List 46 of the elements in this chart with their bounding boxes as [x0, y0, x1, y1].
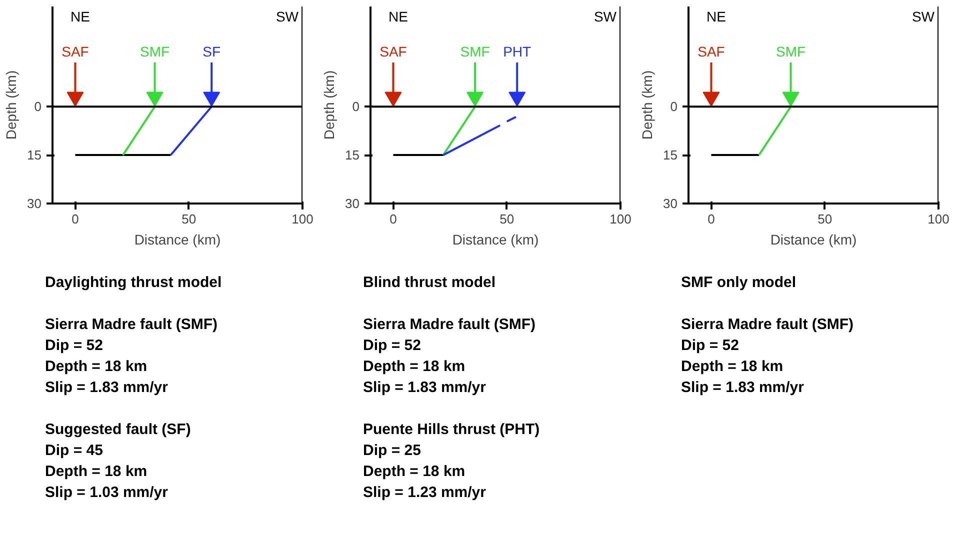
text: SMF only model [681, 273, 798, 293]
text: Daylighting thrust model [45, 273, 222, 293]
annotation: SW [594, 8, 618, 24]
x-tick-label: 100 [610, 212, 632, 226]
y-tick-label: 30 [345, 196, 360, 211]
text: SAF [380, 43, 407, 60]
y-tick-label: 15 [27, 148, 42, 163]
annotation: NE [706, 8, 726, 24]
text: SMF [776, 43, 806, 60]
x-axis-title: Distance (km) [770, 232, 857, 248]
x-tick-label: 50 [818, 212, 832, 226]
y-axis-title: Depth (km) [321, 70, 338, 140]
annotation: NE [388, 8, 408, 24]
y-tick-label: 0 [670, 99, 678, 114]
x-axis-title: Distance (km) [134, 232, 221, 248]
y-tick-label: 15 [345, 148, 360, 163]
text: Sierra Madre fault (SMF) Dip = 52 Depth = 18 km Slip = 1.83 mm/yr [363, 315, 537, 398]
x-tick-label: 50 [500, 212, 514, 226]
x-tick-label: 50 [182, 212, 196, 226]
text: SAF [698, 43, 725, 60]
x-tick-label: 0 [708, 212, 715, 226]
y-tick-label: 0 [352, 99, 360, 114]
text: Puente Hills thrust (PHT) Dip = 25 Depth = 18 km Slip = 1.23 mm/yr [363, 420, 540, 503]
text: SMF [140, 43, 170, 60]
y-tick-label: 0 [34, 99, 42, 114]
x-axis-title: Distance (km) [452, 232, 539, 248]
y-tick-label: 30 [663, 196, 678, 211]
x-tick-label: 100 [292, 212, 314, 226]
annotation: SW [912, 8, 936, 24]
annotation: NE [70, 8, 90, 24]
y-tick-label: 15 [663, 148, 678, 163]
text: Sierra Madre fault (SMF) Dip = 52 Depth = 18 km Slip = 1.83 mm/yr [681, 315, 854, 398]
x-tick-label: 0 [390, 212, 397, 226]
y-axis-title: Depth (km) [639, 70, 656, 140]
text: SMF [460, 43, 490, 60]
annotation: SW [276, 8, 300, 24]
text: SF [202, 43, 221, 60]
text: SAF [62, 43, 89, 60]
text: PHT [503, 43, 532, 60]
y-tick-label: 30 [27, 196, 42, 211]
text: Sierra Madre fault (SMF) Dip = 52 Depth = 18 km Slip = 1.83 mm/yr [45, 315, 219, 398]
y-axis-title: Depth (km) [3, 70, 20, 140]
text: Blind thrust model [363, 273, 496, 293]
text: Suggested fault (SF) Dip = 45 Depth = 18 km Slip = 1.03 mm/yr [45, 420, 192, 503]
x-tick-label: 0 [72, 212, 79, 226]
x-tick-label: 100 [928, 212, 950, 226]
